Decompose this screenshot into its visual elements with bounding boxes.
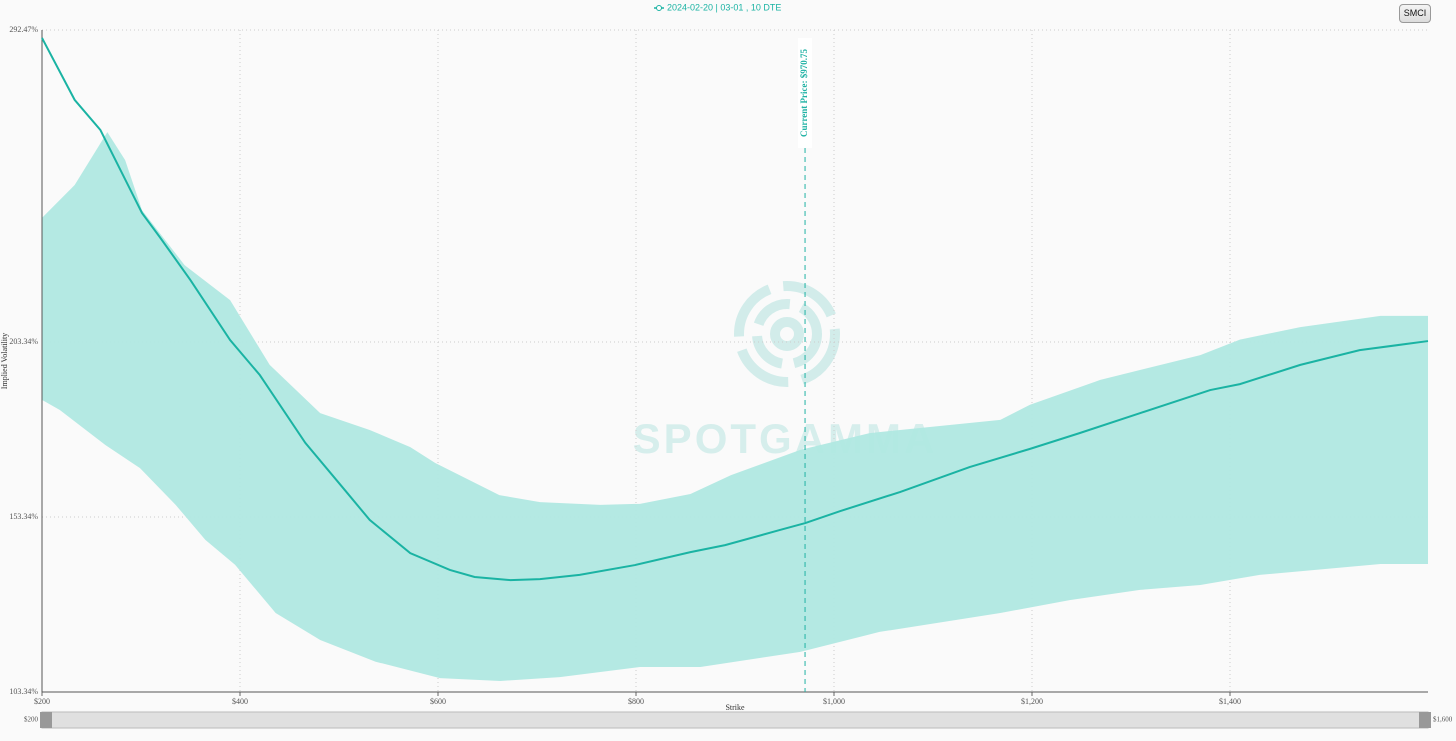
annotation-bg	[798, 38, 813, 148]
y-tick-label: 153.34%	[9, 512, 38, 521]
x-tick-label: $400	[232, 697, 248, 706]
iv-band	[42, 132, 1428, 681]
watermark-logo	[734, 281, 840, 387]
y-tick-label: 203.34%	[9, 337, 38, 346]
iv-line	[41, 37, 1429, 582]
x-tick-label: $1,200	[1021, 697, 1043, 706]
slider-handle[interactable]	[40, 712, 52, 728]
y-axis-title: Implied Volatility	[0, 333, 9, 389]
range-slider[interactable]	[41, 711, 1429, 729]
slider-label: $200	[24, 716, 39, 724]
y-tick-label: 103.34%	[9, 687, 38, 696]
ticker-button[interactable]: SMCI	[1399, 4, 1431, 23]
slider-label: $1,600	[1433, 716, 1453, 724]
legend-label: 2024-02-20 | 03-01 , 10 DTE	[667, 2, 781, 12]
x-tick-label: $600	[430, 697, 446, 706]
x-tick-label: $1,000	[823, 697, 845, 706]
x-tick-label: $200	[34, 697, 50, 706]
y-tick-label: 292.47%	[9, 25, 38, 34]
x-axis-title: Strike	[725, 703, 745, 712]
x-tick-label: $1,400	[1219, 697, 1241, 706]
slider-handle[interactable]	[1419, 712, 1431, 728]
x-tick-label: $800	[628, 697, 644, 706]
current-price-label: Current Price: $970.75	[799, 48, 809, 137]
legend-marker	[656, 5, 662, 11]
